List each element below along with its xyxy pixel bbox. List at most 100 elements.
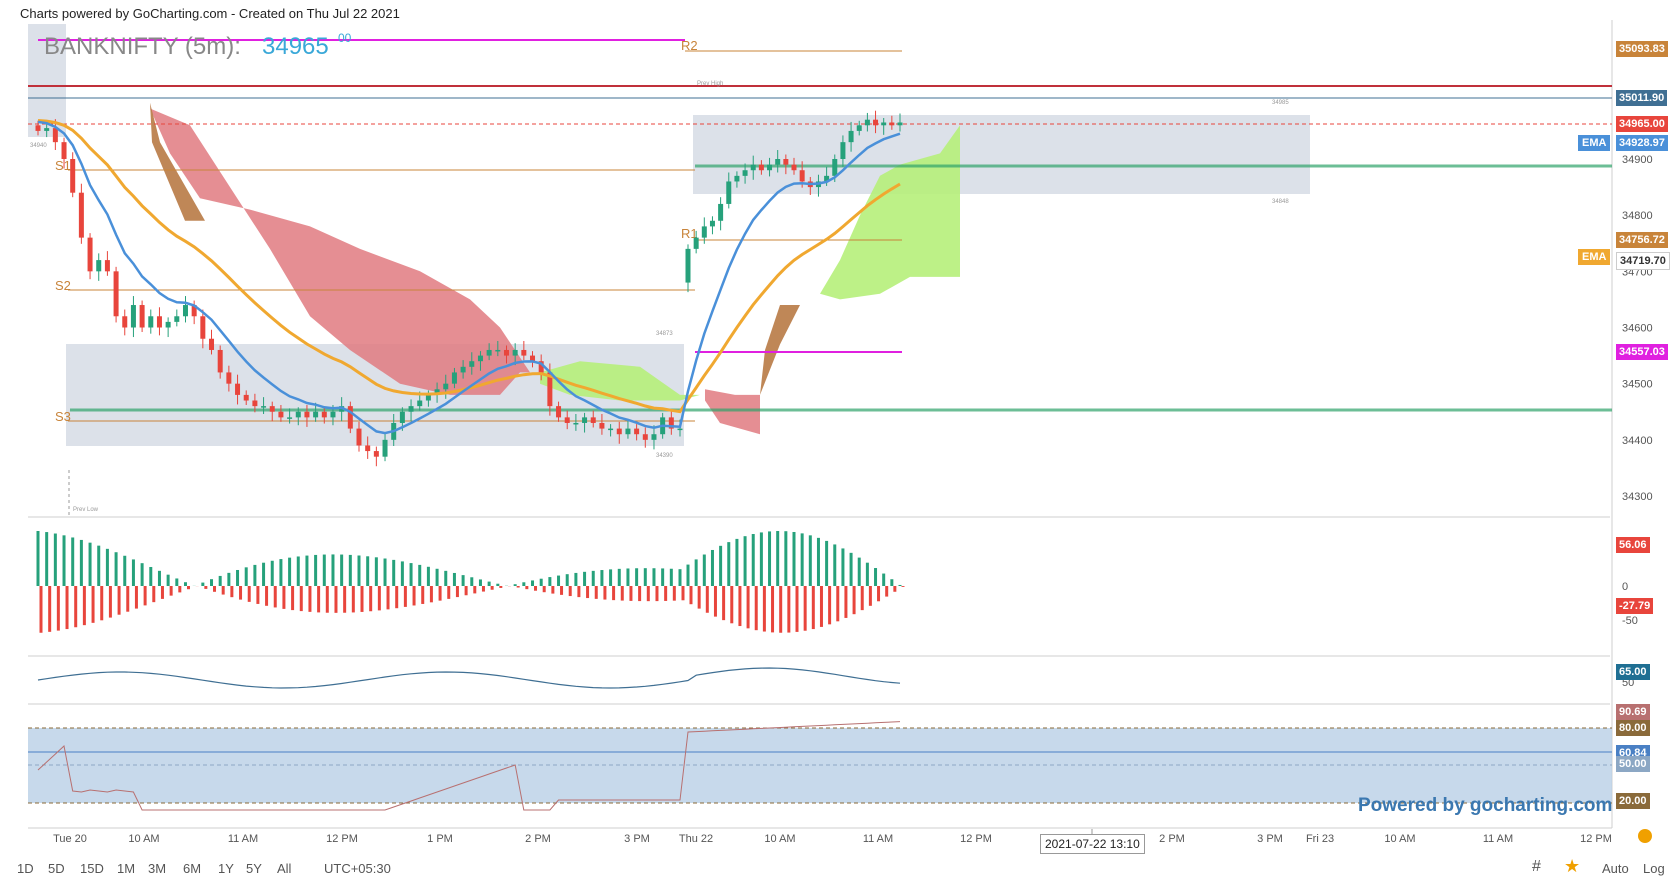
price-label: 34756.72 [1616, 232, 1668, 248]
price-tick: 34800 [1622, 210, 1653, 222]
range-6m-button[interactable]: 6M [183, 861, 202, 876]
macd-bar [426, 566, 430, 586]
crosshair-time-label: 2021-07-22 13:10 [1040, 834, 1145, 854]
macd-bar [759, 532, 763, 586]
log-scale-button[interactable]: Log [1643, 861, 1665, 876]
range-15d-button[interactable]: 15D [80, 861, 104, 876]
macd-bar [265, 586, 269, 606]
range-5d-button[interactable]: 5D [48, 861, 65, 876]
macd-bar [227, 572, 231, 586]
candle-body [460, 366, 466, 373]
time-tick: 11 AM [863, 833, 893, 845]
settings-dot-icon[interactable] [1638, 829, 1652, 843]
candle-body [573, 422, 579, 425]
candle-body [709, 220, 715, 227]
macd-bar [331, 554, 335, 586]
macd-bar [816, 537, 820, 586]
candle-body [156, 316, 162, 328]
macd-histogram [36, 531, 905, 633]
macd-bar [386, 586, 390, 610]
range-box-thursday [693, 115, 1310, 194]
candle-body [530, 355, 536, 362]
candle-body [495, 349, 501, 352]
macd-bar [256, 586, 260, 604]
macd-bar [470, 577, 474, 586]
chart-canvas[interactable]: R2 S1 S2 S3 R1 Prev High Prev Low 34940 … [0, 0, 1680, 853]
macd-bar [762, 586, 766, 632]
candle-body [365, 445, 371, 452]
macd-bar [210, 579, 214, 586]
range-3m-button[interactable]: 3M [148, 861, 167, 876]
candle-body [897, 122, 903, 126]
macd-bar [629, 586, 633, 601]
candle-body [313, 411, 319, 418]
macd-bar [722, 586, 726, 621]
macd-bar [513, 584, 517, 586]
macd-bar [577, 586, 581, 598]
macd-bar [661, 568, 665, 586]
candle-body [243, 394, 249, 401]
candle-body [139, 305, 145, 328]
range-all-button[interactable]: All [277, 861, 292, 876]
candle-body [783, 159, 789, 165]
macd-bar [652, 568, 656, 586]
timezone-button[interactable]: UTC+05:30 [324, 861, 391, 876]
star-icon[interactable]: ★ [1564, 856, 1581, 876]
macd-bar [351, 586, 355, 613]
macd-bar [400, 561, 404, 586]
candle-body [791, 164, 797, 171]
candle-body [373, 451, 379, 457]
macd-bar [836, 586, 840, 622]
macd-bar [88, 542, 92, 586]
macd-bar [551, 586, 555, 594]
macd-bar [455, 586, 459, 598]
macd-bar [819, 586, 823, 627]
cloud-twist [760, 305, 800, 395]
cloud-bull [820, 125, 960, 300]
macd-bar [490, 586, 494, 590]
macd-bar [279, 559, 283, 586]
macd-bar [727, 542, 731, 586]
candle-body [616, 428, 622, 435]
macd-bar [282, 586, 286, 609]
macd-bar [152, 586, 156, 603]
adx-tick: 50 [1622, 677, 1634, 689]
candle-body [634, 428, 640, 435]
range-1y-button[interactable]: 1Y [218, 861, 234, 876]
macd-bar [131, 559, 135, 586]
macd-bar [635, 568, 639, 586]
ichimoku-cloud [150, 102, 960, 435]
candle-body [608, 428, 614, 431]
macd-bar [808, 535, 812, 586]
range-1d-button[interactable]: 1D [17, 861, 34, 876]
candle-body [750, 164, 756, 171]
range-5y-button[interactable]: 5Y [246, 861, 262, 876]
price-tick: 34300 [1622, 491, 1653, 503]
candle-body [767, 164, 773, 171]
chart-credit: Charts powered by GoCharting.com - Creat… [20, 6, 400, 21]
candle-body [799, 170, 805, 182]
macd-bar [620, 586, 624, 601]
cloud-twist [150, 102, 205, 221]
time-axis[interactable]: Tue 20 10 AM 11 AM 12 PM 1 PM 2 PM 3 PM Thu 22 1… [53, 833, 1612, 845]
candle-body [425, 394, 431, 401]
time-tick: Thu 22 [679, 833, 713, 845]
range-1m-button[interactable]: 1M [117, 861, 136, 876]
candle-body [113, 271, 119, 317]
price-axis[interactable]: 349003480034700346003450034400343000-505… [1622, 154, 1653, 689]
macd-bar [325, 586, 329, 613]
grid-icon[interactable]: # [1532, 858, 1541, 875]
macd-bar [487, 581, 491, 586]
macd-bar [833, 544, 837, 586]
auto-scale-button[interactable]: Auto [1602, 861, 1629, 876]
macd-bar [664, 586, 668, 601]
macd-bar [565, 574, 569, 586]
macd-bar [754, 586, 758, 631]
candle-body [685, 248, 691, 283]
box-label: 34848 [1272, 199, 1289, 205]
macd-bar [221, 586, 225, 595]
macd-bar [841, 548, 845, 586]
macd-bar [317, 586, 321, 613]
time-tick: 12 PM [960, 833, 992, 845]
candle-body [382, 439, 388, 457]
